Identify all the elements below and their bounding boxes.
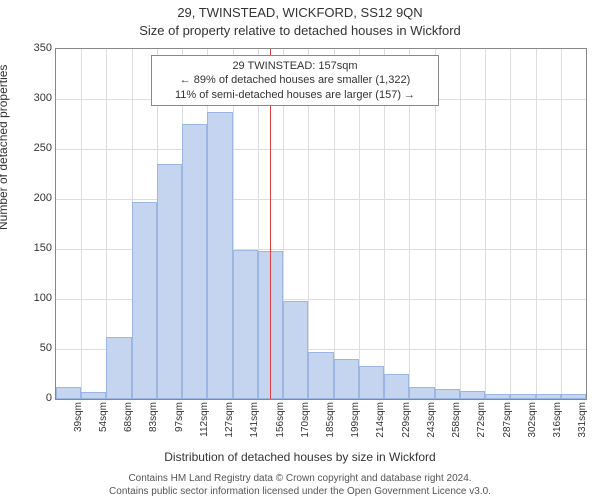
y-tick-label: 150 (24, 242, 52, 254)
grid-v (485, 49, 486, 399)
grid-v (460, 49, 461, 399)
x-tick-label: 214sqm (375, 402, 386, 444)
chart-container: 29, TWINSTEAD, WICKFORD, SS12 9QN Size o… (0, 0, 600, 500)
y-axis-label: Number of detached properties (0, 65, 10, 230)
page-title-line1: 29, TWINSTEAD, WICKFORD, SS12 9QN (0, 5, 600, 20)
footer-attribution: Contains HM Land Registry data © Crown c… (0, 473, 600, 498)
histogram-bar (561, 394, 586, 399)
histogram-bar (157, 164, 182, 399)
x-tick-label: 199sqm (350, 402, 361, 444)
y-tick-label: 250 (24, 142, 52, 154)
x-tick-label: 331sqm (577, 402, 588, 444)
histogram-bar (510, 394, 535, 399)
footer-line1: Contains HM Land Registry data © Crown c… (0, 473, 600, 486)
histogram-bar (81, 392, 106, 399)
histogram-bar (359, 366, 384, 399)
grid-h (56, 199, 586, 200)
x-tick-label: 156sqm (275, 402, 286, 444)
y-tick-label: 100 (24, 292, 52, 304)
x-tick-label: 272sqm (476, 402, 487, 444)
histogram-bar (283, 301, 308, 399)
x-tick-label: 127sqm (224, 402, 235, 444)
histogram-bar (308, 352, 333, 399)
grid-v (81, 49, 82, 399)
histogram-bar (233, 250, 258, 399)
y-tick-label: 350 (24, 42, 52, 54)
x-tick-label: 258sqm (451, 402, 462, 444)
y-tick-label: 50 (24, 342, 52, 354)
x-tick-label: 185sqm (325, 402, 336, 444)
page-title-line2: Size of property relative to detached ho… (0, 23, 600, 38)
y-tick-label: 0 (24, 392, 52, 404)
x-axis-label: Distribution of detached houses by size … (0, 450, 600, 464)
info-line3: 11% of semi-detached houses are larger (… (160, 88, 430, 102)
histogram-bar (536, 394, 561, 399)
plot-area: 29 TWINSTEAD: 157sqm ← 89% of detached h… (55, 48, 587, 400)
x-tick-label: 287sqm (502, 402, 513, 444)
x-tick-label: 68sqm (123, 402, 134, 444)
info-box: 29 TWINSTEAD: 157sqm ← 89% of detached h… (151, 55, 439, 106)
x-tick-label: 83sqm (148, 402, 159, 444)
x-tick-label: 243sqm (426, 402, 437, 444)
x-tick-label: 302sqm (527, 402, 538, 444)
histogram-bar (56, 387, 81, 399)
histogram-bar (384, 374, 409, 399)
x-tick-label: 170sqm (300, 402, 311, 444)
histogram-bar (334, 359, 359, 399)
histogram-bar (460, 391, 485, 399)
grid-v (510, 49, 511, 399)
info-line2: ← 89% of detached houses are smaller (1,… (160, 73, 430, 87)
x-tick-label: 97sqm (174, 402, 185, 444)
info-line1: 29 TWINSTEAD: 157sqm (160, 59, 430, 73)
histogram-bar (182, 124, 207, 399)
x-tick-label: 39sqm (73, 402, 84, 444)
histogram-bar (132, 202, 157, 399)
histogram-bar (207, 112, 232, 399)
x-tick-label: 229sqm (401, 402, 412, 444)
x-tick-label: 54sqm (98, 402, 109, 444)
grid-v (536, 49, 537, 399)
histogram-bar (106, 337, 131, 399)
footer-line2: Contains public sector information licen… (0, 486, 600, 499)
x-tick-label: 316sqm (552, 402, 563, 444)
x-tick-label: 112sqm (199, 402, 210, 444)
y-tick-label: 300 (24, 92, 52, 104)
histogram-bar (435, 389, 460, 399)
y-tick-label: 200 (24, 192, 52, 204)
histogram-bar (485, 394, 510, 399)
histogram-bar (409, 387, 434, 399)
x-tick-label: 141sqm (249, 402, 260, 444)
grid-v (561, 49, 562, 399)
grid-h (56, 149, 586, 150)
